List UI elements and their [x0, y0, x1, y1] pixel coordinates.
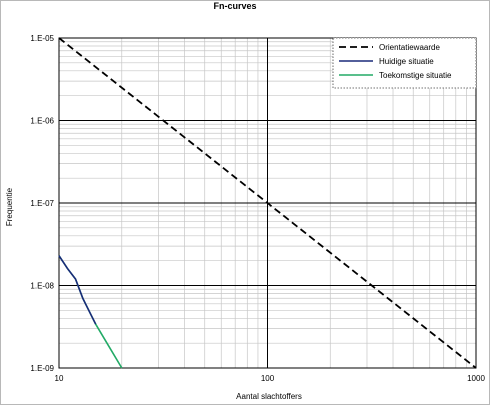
y-tick-label: 1.E-06	[30, 117, 54, 126]
y-tick-label: 1.E-08	[30, 282, 54, 291]
y-axis-label: Frequentie	[5, 187, 14, 226]
x-tick-label: 1000	[467, 374, 485, 383]
series-layer	[58, 37, 477, 369]
y-tick-label: 1.E-05	[30, 34, 54, 43]
x-tick-labels: 10 100 1000	[55, 374, 486, 383]
x-tick-label: 10	[55, 374, 64, 383]
x-tick-label: 100	[261, 374, 275, 383]
legend-items: Orientatiewaarde Huidige situatie Toekomst…	[339, 43, 452, 80]
series-line-0	[58, 37, 477, 369]
legend: Orientatiewaarde Huidige situatie Toekomst…	[332, 37, 477, 89]
y-tick-labels: 1.E-05 1.E-06 1.E-07 1.E-08 1.E-09	[30, 34, 54, 373]
chart-title: Fn-curves	[213, 1, 256, 11]
series-line-1	[58, 255, 97, 325]
legend-label-2: Toekomstige situatie	[379, 71, 452, 80]
plot-area	[58, 37, 477, 369]
x-axis-label: Aantal slachtoffers	[236, 392, 302, 401]
y-tick-label: 1.E-07	[30, 199, 54, 208]
legend-label-1: Huidige situatie	[379, 57, 434, 66]
y-tick-label: 1.E-09	[30, 364, 54, 373]
legend-label-0: Orientatiewaarde	[379, 43, 440, 52]
